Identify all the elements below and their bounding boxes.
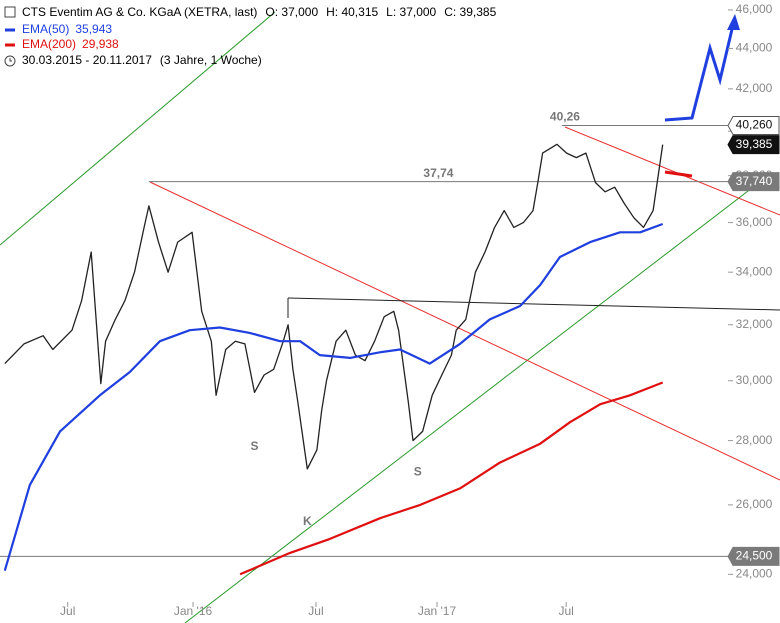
price-box [727,172,780,192]
period: 30.03.2015 - 20.11.2017 (3 Jahre, 1 Woche… [22,53,262,67]
y-tick-label: 46,000 [736,2,773,16]
period-span: (3 Jahre, 1 Woche) [160,53,262,67]
pivot-label: S [251,439,259,453]
pivot-label: K [303,514,312,528]
y-tick-label: 36,000 [736,215,773,229]
price-box-label: 24,500 [736,549,773,563]
price-box [727,546,780,566]
y-tick-label: 30,000 [736,373,773,387]
price-line [4,143,664,470]
level-note: 37,74 [423,166,453,180]
price-box [727,116,780,136]
legend-entry: EMA(50) 35,943 [22,22,112,36]
price-box-label: 39,385 [736,137,773,151]
header: CTS Eventim AG & Co. KGaA (XETRA, last) O… [22,5,497,19]
level-note: 40,26 [550,110,580,124]
ohlc: H: 40,315 [326,5,378,19]
period-range: 30.03.2015 - 20.11.2017 [22,53,152,67]
legend-name: EMA(200) [22,37,76,51]
y-tick-label: 26,000 [736,497,773,511]
y-tick-label: 42,000 [736,81,773,95]
price-box-label: 37,740 [736,174,773,188]
trend-line [149,181,780,481]
ohlc: C: 39,385 [444,5,496,19]
ohlc: O: 37,000 [265,5,318,19]
legend-value: 35,943 [75,22,112,36]
y-tick-label: 32,000 [736,317,773,331]
ema-line [239,381,664,576]
clock-icon [4,55,16,67]
price-box [727,135,780,155]
projection-arrowhead [727,14,740,30]
y-tick-label: 34,000 [736,264,773,278]
trend-line [0,11,276,246]
x-tick-label: Jan '17 [418,604,457,618]
legend-entry: EMA(200) 29,938 [22,37,119,51]
legend-name: EMA(50) [22,22,69,36]
chart-icon [4,6,16,18]
y-tick-label: 44,000 [736,41,773,55]
trend-line [564,126,780,216]
pivot-label: S [414,464,422,478]
x-tick-label: Jan '16 [174,604,213,618]
x-tick-label: Jul [558,604,573,618]
trend-line [184,177,766,623]
clock-icon [9,58,12,62]
projection-arrow [664,24,735,122]
x-tick-label: Jul [308,604,323,618]
projection-ema [664,170,693,178]
ema-line [3,222,664,572]
trend-line [287,297,780,311]
y-tick-label: 28,000 [736,433,773,447]
x-tick-label: Jul [60,604,75,618]
legend-value: 29,938 [82,37,119,51]
price-box-label: 40,260 [736,118,773,132]
ohlc: L: 37,000 [386,5,436,19]
chart-title: CTS Eventim AG & Co. KGaA (XETRA, last) [22,5,257,19]
y-tick-label: 24,000 [736,566,773,580]
